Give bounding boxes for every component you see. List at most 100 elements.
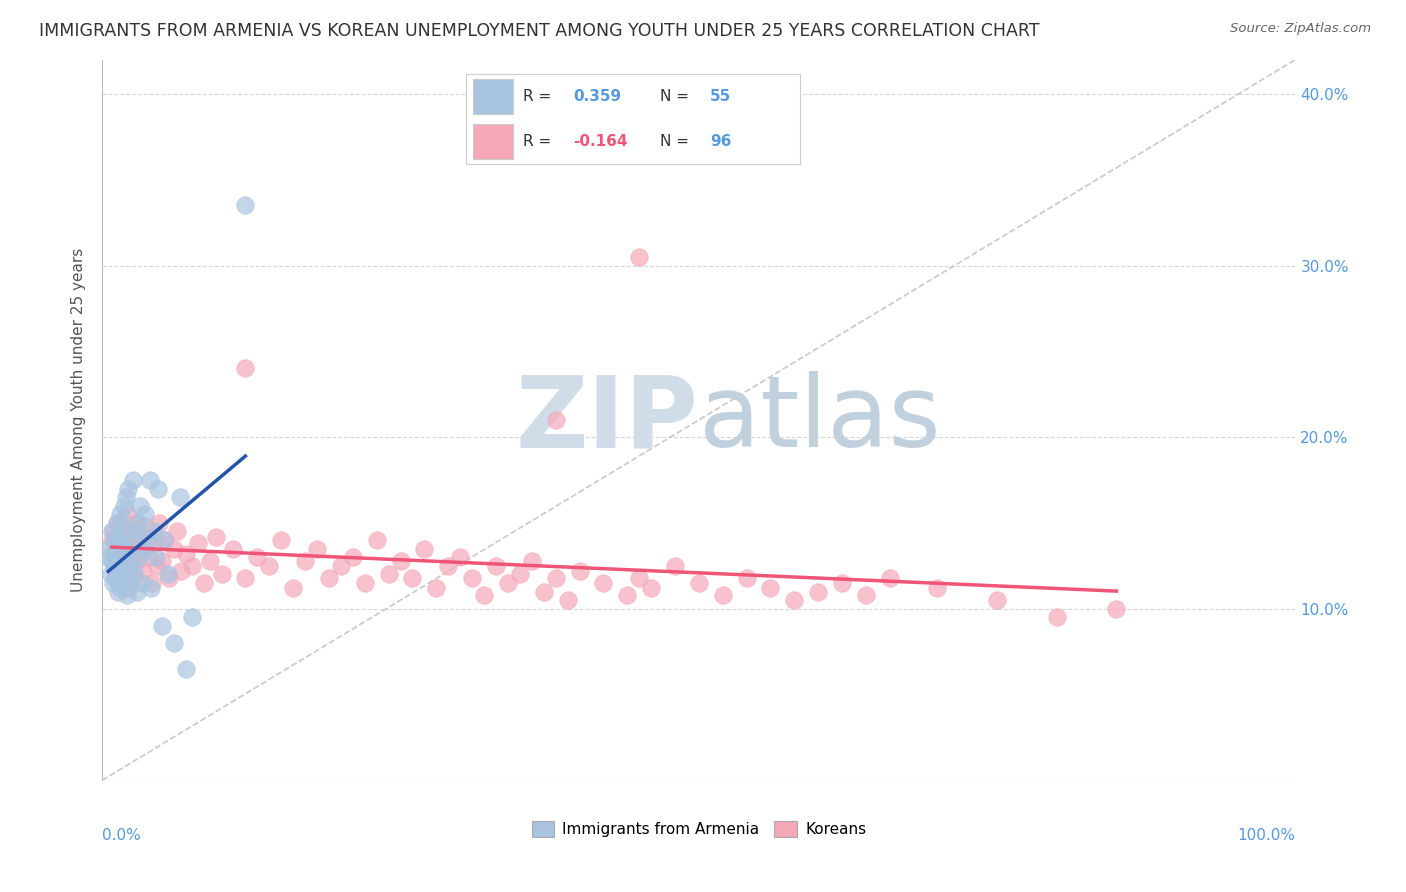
Point xyxy=(180,610,202,624)
Point xyxy=(100,554,122,568)
Point xyxy=(281,581,304,595)
Point xyxy=(105,516,128,530)
Point xyxy=(136,550,159,565)
Text: ZIP: ZIP xyxy=(516,371,699,468)
Point xyxy=(112,519,135,533)
Point xyxy=(141,576,163,591)
Point xyxy=(103,547,125,561)
Point xyxy=(628,250,651,264)
Point xyxy=(118,576,141,591)
Point xyxy=(413,541,436,556)
Point xyxy=(132,564,155,578)
Point xyxy=(115,550,138,565)
Point xyxy=(97,550,120,565)
Point xyxy=(557,593,579,607)
Point xyxy=(592,576,614,591)
Point xyxy=(150,619,173,633)
Point xyxy=(148,482,170,496)
Point xyxy=(831,576,853,591)
Point xyxy=(111,571,134,585)
Point xyxy=(342,550,364,565)
Point xyxy=(117,581,139,595)
Point xyxy=(121,524,143,539)
Legend: Immigrants from Armenia, Koreans: Immigrants from Armenia, Koreans xyxy=(524,814,873,845)
Text: atlas: atlas xyxy=(699,371,941,468)
Point xyxy=(449,550,471,565)
Point xyxy=(153,533,176,547)
Point xyxy=(127,516,149,530)
Point xyxy=(389,554,412,568)
Point xyxy=(166,524,188,539)
Point xyxy=(125,554,148,568)
Point xyxy=(117,508,139,522)
Point xyxy=(544,571,567,585)
Point xyxy=(108,576,131,591)
Point xyxy=(735,571,758,585)
Point xyxy=(107,584,129,599)
Point xyxy=(105,564,128,578)
Point xyxy=(117,541,139,556)
Point xyxy=(143,536,166,550)
Y-axis label: Unemployment Among Youth under 25 years: Unemployment Among Youth under 25 years xyxy=(72,248,86,592)
Point xyxy=(108,530,131,544)
Point xyxy=(129,499,152,513)
Point xyxy=(108,567,131,582)
Point xyxy=(496,576,519,591)
Point xyxy=(235,198,257,212)
Point xyxy=(110,530,132,544)
Point xyxy=(148,516,170,530)
Point xyxy=(377,567,399,582)
Point xyxy=(115,550,138,565)
Point xyxy=(117,588,139,602)
Point xyxy=(155,533,177,547)
Point xyxy=(142,524,165,539)
Point xyxy=(270,533,292,547)
Point xyxy=(533,584,555,599)
Point xyxy=(640,581,662,595)
Point xyxy=(235,571,257,585)
Point xyxy=(108,554,131,568)
Point xyxy=(105,516,128,530)
Point xyxy=(157,571,180,585)
Point xyxy=(104,571,127,585)
Point xyxy=(855,588,877,602)
Point xyxy=(139,530,162,544)
Point xyxy=(329,558,352,573)
Point xyxy=(131,576,153,591)
Point xyxy=(103,547,125,561)
Point xyxy=(688,576,710,591)
Point xyxy=(485,558,508,573)
Point xyxy=(104,536,127,550)
Point xyxy=(879,571,901,585)
Text: 0.0%: 0.0% xyxy=(103,829,141,843)
Point xyxy=(128,550,150,565)
Point xyxy=(145,550,167,565)
Point xyxy=(986,593,1008,607)
Point xyxy=(1046,610,1069,624)
Point xyxy=(134,519,156,533)
Point xyxy=(122,547,145,561)
Point xyxy=(125,584,148,599)
Point xyxy=(222,541,245,556)
Point xyxy=(198,554,221,568)
Point xyxy=(664,558,686,573)
Point xyxy=(139,581,162,595)
Point xyxy=(127,533,149,547)
Point xyxy=(180,558,202,573)
Point xyxy=(115,490,138,504)
Point xyxy=(437,558,460,573)
Point xyxy=(156,567,179,582)
Point xyxy=(100,524,122,539)
Point xyxy=(136,533,159,547)
Point xyxy=(927,581,949,595)
Point xyxy=(120,558,142,573)
Point xyxy=(100,567,122,582)
Point xyxy=(107,536,129,550)
Point xyxy=(103,533,125,547)
Point xyxy=(110,581,132,595)
Point xyxy=(783,593,806,607)
Text: Source: ZipAtlas.com: Source: ZipAtlas.com xyxy=(1230,22,1371,36)
Point xyxy=(174,662,197,676)
Point xyxy=(425,581,447,595)
Point xyxy=(305,541,328,556)
